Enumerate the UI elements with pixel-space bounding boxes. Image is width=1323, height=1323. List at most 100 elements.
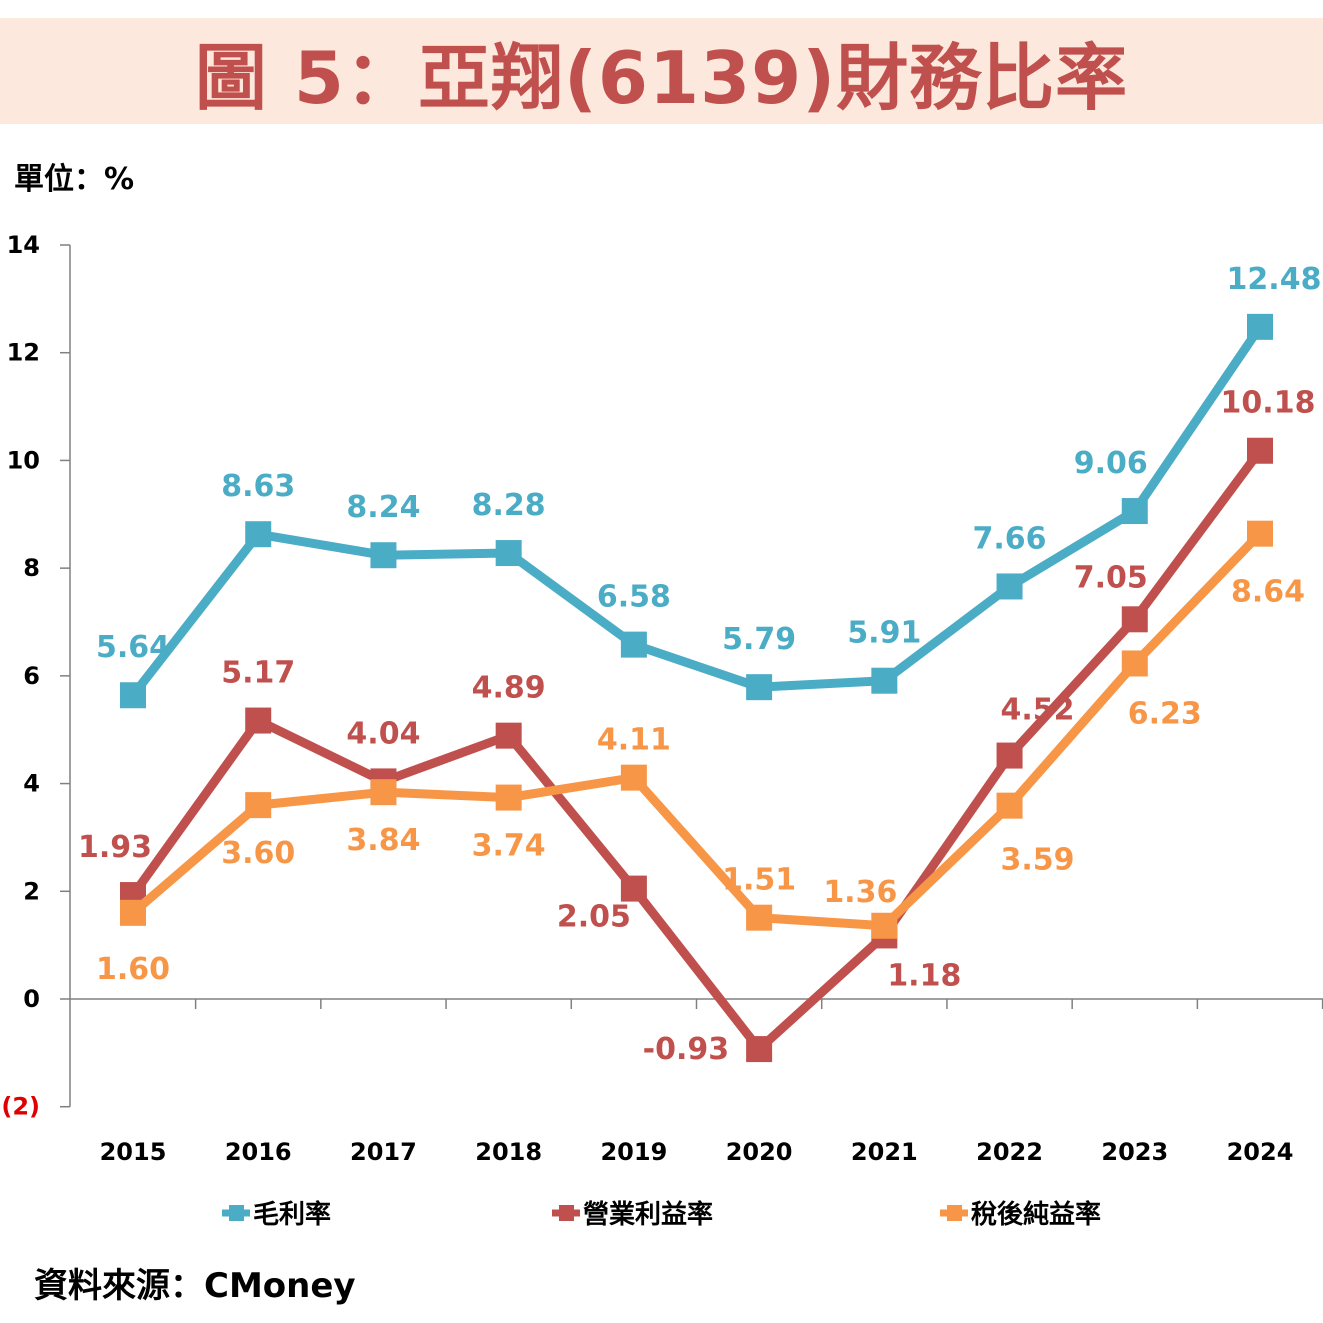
- x-tick-label: 2020: [726, 1138, 793, 1166]
- series-line: [129, 448, 1264, 1056]
- data-label: 1.51: [722, 863, 796, 898]
- data-labels: 5.64 8.63 8.24 8.28 6.58 5.79 5.91 7.66 9.06 12.4…: [78, 262, 1321, 1067]
- data-point-marker: [746, 904, 773, 931]
- data-point-marker: [495, 784, 522, 811]
- data-point-marker: [996, 792, 1023, 819]
- series-1: [120, 313, 1273, 709]
- data-label: 5.79: [722, 622, 796, 657]
- y-tick-label: 10: [7, 446, 40, 474]
- chart-title: 圖 5：亞翔(6139)財務比率: [194, 35, 1129, 120]
- data-label: 3.60: [221, 836, 295, 871]
- data-label: 7.66: [973, 521, 1047, 556]
- data-point-marker: [746, 674, 773, 701]
- data-point-marker: [620, 875, 647, 902]
- data-point-marker: [996, 742, 1023, 769]
- x-tick-label: 2015: [100, 1138, 167, 1166]
- data-point-marker: [746, 1036, 773, 1063]
- data-point-marker: [245, 707, 272, 734]
- data-point-marker: [370, 542, 397, 569]
- source-label: 資料來源：CMoney: [34, 1266, 356, 1306]
- y-tick-label: 2: [23, 877, 40, 905]
- y-tick-label: 0: [23, 985, 40, 1013]
- data-point-marker: [871, 912, 898, 939]
- data-point-marker: [1121, 650, 1148, 677]
- legend-label: 營業利益率: [583, 1199, 713, 1230]
- data-point-marker: [495, 540, 522, 567]
- legend-marker-icon: [559, 1205, 574, 1221]
- data-label: 5.91: [847, 616, 921, 651]
- legend-item-2: 營業利益率: [552, 1199, 713, 1230]
- axes: 14 12 10 8 6 4 2 0 (2) 2015 2016 2017 2018 2019 2020 20…: [1, 231, 1323, 1166]
- series-line: [130, 530, 1264, 931]
- data-point-marker: [1247, 313, 1273, 340]
- x-tick-label: 2021: [851, 1138, 918, 1166]
- x-tick-label: 2018: [475, 1138, 542, 1166]
- x-tick-label: 2023: [1101, 1138, 1168, 1166]
- data-point-marker: [370, 779, 397, 806]
- data-point-marker: [1247, 437, 1273, 464]
- legend-label: 毛利率: [253, 1199, 331, 1230]
- data-point-marker: [120, 899, 146, 926]
- data-label: 8.24: [346, 490, 420, 525]
- data-label: 1.60: [96, 952, 170, 987]
- data-label: -0.93: [643, 1032, 729, 1067]
- x-tick-label: 2019: [600, 1138, 667, 1166]
- data-label: 4.52: [1001, 693, 1075, 728]
- data-point-marker: [495, 722, 522, 749]
- legend-label: 稅後純益率: [971, 1199, 1101, 1230]
- data-point-marker: [120, 682, 146, 709]
- data-label: 1.93: [78, 830, 152, 865]
- data-point-marker: [1247, 520, 1273, 547]
- title-band: 圖 5：亞翔(6139)財務比率: [0, 18, 1323, 124]
- data-label: 5.17: [221, 656, 295, 691]
- data-point-marker: [245, 521, 272, 548]
- data-label: 3.84: [346, 823, 420, 858]
- data-label: 4.89: [472, 671, 546, 706]
- data-label: 3.74: [472, 829, 546, 864]
- unit-label: 單位：%: [14, 162, 135, 197]
- legend-item-3: 稅後純益率: [940, 1199, 1101, 1230]
- series-2: [120, 437, 1273, 1063]
- data-point-marker: [620, 764, 647, 791]
- y-tick-label: (2): [1, 1093, 40, 1121]
- y-tick-label: 8: [23, 554, 40, 582]
- x-tick-label: 2016: [225, 1138, 292, 1166]
- series-3: [120, 520, 1273, 939]
- legend-item-1: 毛利率: [222, 1199, 331, 1230]
- y-tick-label: 4: [23, 770, 40, 798]
- data-label: 1.36: [823, 875, 897, 910]
- data-label: 8.64: [1231, 575, 1305, 610]
- x-tick-label: 2024: [1227, 1138, 1294, 1166]
- data-label: 6.58: [597, 580, 671, 615]
- data-label: 7.05: [1074, 560, 1148, 595]
- series-line: [129, 324, 1264, 699]
- y-tick-label: 6: [23, 662, 40, 690]
- data-label: 4.11: [597, 723, 671, 758]
- data-label: 9.06: [1074, 446, 1148, 481]
- data-point-marker: [1121, 498, 1148, 525]
- legend: 毛利率 營業利益率 稅後純益率: [222, 1199, 1101, 1230]
- data-label: 3.59: [1001, 843, 1075, 878]
- data-label: 12.48: [1227, 262, 1322, 297]
- data-label: 2.05: [557, 900, 631, 935]
- x-tick-label: 2022: [976, 1138, 1043, 1166]
- data-label: 8.63: [221, 469, 295, 504]
- data-point-marker: [1121, 606, 1148, 633]
- data-point-marker: [996, 573, 1023, 600]
- data-label: 8.28: [472, 488, 546, 523]
- y-tick-label: 12: [7, 339, 40, 367]
- series-layer: [120, 313, 1273, 1063]
- legend-marker-icon: [947, 1205, 962, 1221]
- data-label: 10.18: [1221, 386, 1316, 421]
- legend-marker-icon: [229, 1205, 244, 1221]
- data-label: 1.18: [887, 958, 961, 993]
- y-tick-label: 14: [7, 231, 40, 259]
- data-point-marker: [871, 667, 898, 694]
- data-point-marker: [245, 792, 272, 819]
- data-label: 5.64: [96, 630, 170, 665]
- data-point-marker: [620, 631, 647, 658]
- data-label: 4.04: [346, 716, 420, 751]
- x-tick-label: 2017: [350, 1138, 417, 1166]
- data-label: 6.23: [1128, 696, 1202, 731]
